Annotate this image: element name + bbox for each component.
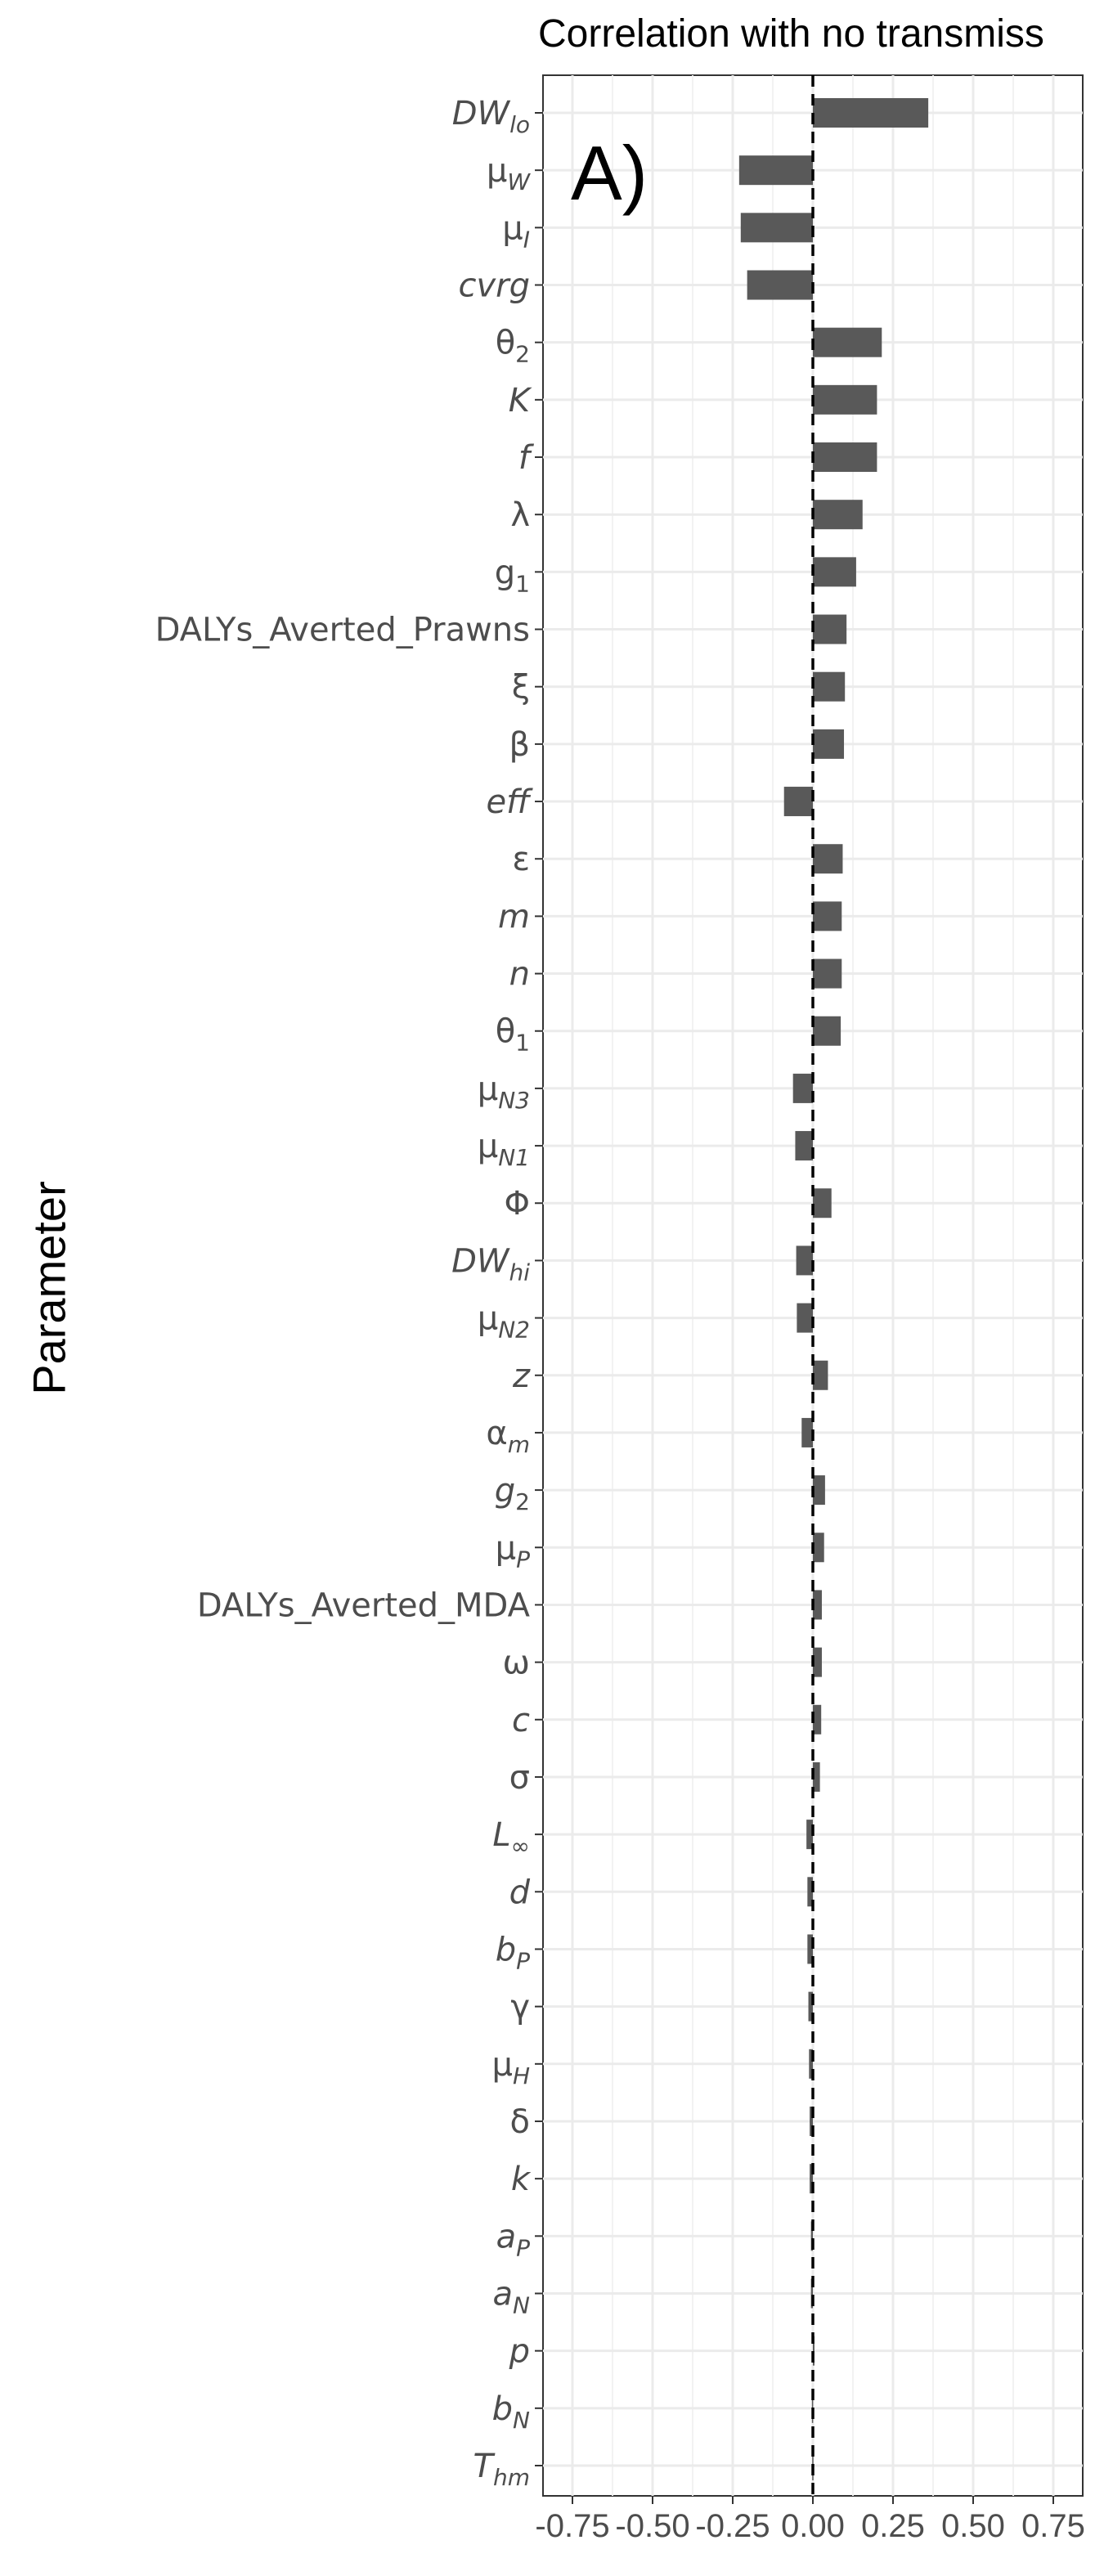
- bar: [810, 2221, 813, 2251]
- bar: [796, 1245, 813, 1276]
- bar: [813, 2336, 815, 2366]
- bar: [813, 1188, 832, 1218]
- bar: [813, 901, 842, 931]
- y-tick-label: K: [509, 382, 532, 420]
- bar: [740, 213, 813, 243]
- y-tick-label: z: [512, 1358, 531, 1395]
- bar: [801, 1417, 813, 1447]
- bar: [813, 1590, 822, 1620]
- y-tick-label: d: [509, 1874, 531, 1911]
- bar: [813, 1761, 820, 1792]
- bar: [813, 98, 929, 128]
- y-tick-label: αm: [486, 1415, 530, 1458]
- bar: [738, 155, 813, 186]
- bar: [813, 500, 863, 530]
- bar: [813, 1360, 828, 1390]
- y-tick-label: μI: [502, 209, 530, 253]
- bar: [813, 557, 856, 587]
- bar: [813, 729, 845, 759]
- bar: [813, 1475, 825, 1506]
- y-tick-label: μN3: [478, 1070, 530, 1114]
- bar: [807, 1877, 813, 1907]
- bar: [813, 327, 882, 357]
- bar: [810, 2278, 813, 2309]
- y-tick-label: c: [512, 1702, 530, 1739]
- y-tick-label: Φ: [505, 1185, 530, 1223]
- panel-label: A): [571, 130, 648, 216]
- bar: [813, 844, 843, 874]
- bar: [813, 442, 877, 473]
- x-axis: -0.75 -0.50 -0.25 0.00 0.25 0.50 0.75: [535, 2496, 1085, 2544]
- bar: [807, 1934, 813, 1964]
- y-tick-label: bP: [496, 1931, 530, 1974]
- y-tick-label: Thm: [473, 2448, 530, 2491]
- y-tick-label: μW: [487, 152, 531, 195]
- chart-title: Correlation with no transmiss: [538, 12, 1044, 56]
- y-tick-label: μP: [496, 1529, 530, 1573]
- bar: [795, 1131, 813, 1161]
- y-tick-label: θ2: [496, 325, 530, 368]
- bar: [813, 1016, 841, 1046]
- x-tick-label: -0.25: [695, 2508, 770, 2544]
- bar: [813, 384, 877, 415]
- y-tick-label: eff: [487, 783, 534, 821]
- y-tick-label: g2: [495, 1472, 530, 1515]
- y-tick-label: ε: [512, 841, 530, 878]
- y-tick-label: μN2: [478, 1300, 530, 1344]
- x-tick-label: 0.00: [781, 2508, 845, 2544]
- y-tick-label: DWhi: [451, 1242, 530, 1286]
- bars: [738, 98, 929, 2480]
- x-tick-label: 0.25: [861, 2508, 925, 2544]
- bar: [813, 1704, 822, 1735]
- bar: [792, 1073, 813, 1103]
- y-tick-label: γ: [510, 1989, 530, 2026]
- y-tick-label: bN: [492, 2390, 530, 2434]
- y-tick-label: p: [509, 2333, 530, 2371]
- y-tick-label: DALYs_Averted_Prawns: [155, 612, 530, 649]
- y-axis: DWlo μW μI cvrg θ2 Kfλ g1 DALYs_Averted_Prawns ξ…: [155, 95, 543, 2491]
- bar: [810, 2164, 813, 2194]
- y-tick-label: aN: [493, 2275, 531, 2318]
- y-tick-label: m: [498, 898, 530, 936]
- x-tick-label: 0.75: [1021, 2508, 1085, 2544]
- bar: [813, 1533, 824, 1563]
- y-tick-label: DWlo: [452, 95, 530, 138]
- y-tick-label: DALYs_Averted_MDA: [197, 1586, 531, 1624]
- bar: [806, 1820, 813, 1850]
- y-tick-label: k: [511, 2161, 532, 2198]
- x-tick-label: 0.50: [941, 2508, 1005, 2544]
- y-tick-label: g1: [495, 554, 530, 597]
- bar: [813, 671, 846, 702]
- bar: [808, 1991, 813, 2022]
- y-tick-label: L∞: [492, 1816, 530, 1860]
- x-tick-label: -0.50: [615, 2508, 689, 2544]
- bar: [797, 1303, 813, 1333]
- bar: [809, 2049, 813, 2079]
- y-tick-label: θ1: [496, 1013, 530, 1057]
- bar: [813, 614, 847, 644]
- y-tick-label: cvrg: [459, 267, 531, 305]
- y-tick-label: aP: [496, 2218, 531, 2261]
- y-tick-label: σ: [509, 1759, 530, 1797]
- x-tick-label: -0.75: [535, 2508, 609, 2544]
- y-tick-label: n: [509, 956, 530, 994]
- bar: [813, 958, 842, 989]
- y-tick-label: λ: [510, 496, 530, 534]
- y-tick-label: β: [509, 726, 530, 764]
- y-tick-label: f: [518, 439, 535, 477]
- bar: [783, 787, 813, 817]
- bar: [810, 2106, 813, 2136]
- y-tick-label: μH: [491, 2046, 530, 2089]
- y-tick-label: δ: [510, 2103, 530, 2141]
- y-tick-label: μN1: [478, 1128, 530, 1171]
- bar: [813, 1647, 822, 1677]
- bar: [747, 270, 813, 300]
- y-tick-label: ω: [503, 1645, 531, 1682]
- y-tick-label: ξ: [512, 669, 530, 707]
